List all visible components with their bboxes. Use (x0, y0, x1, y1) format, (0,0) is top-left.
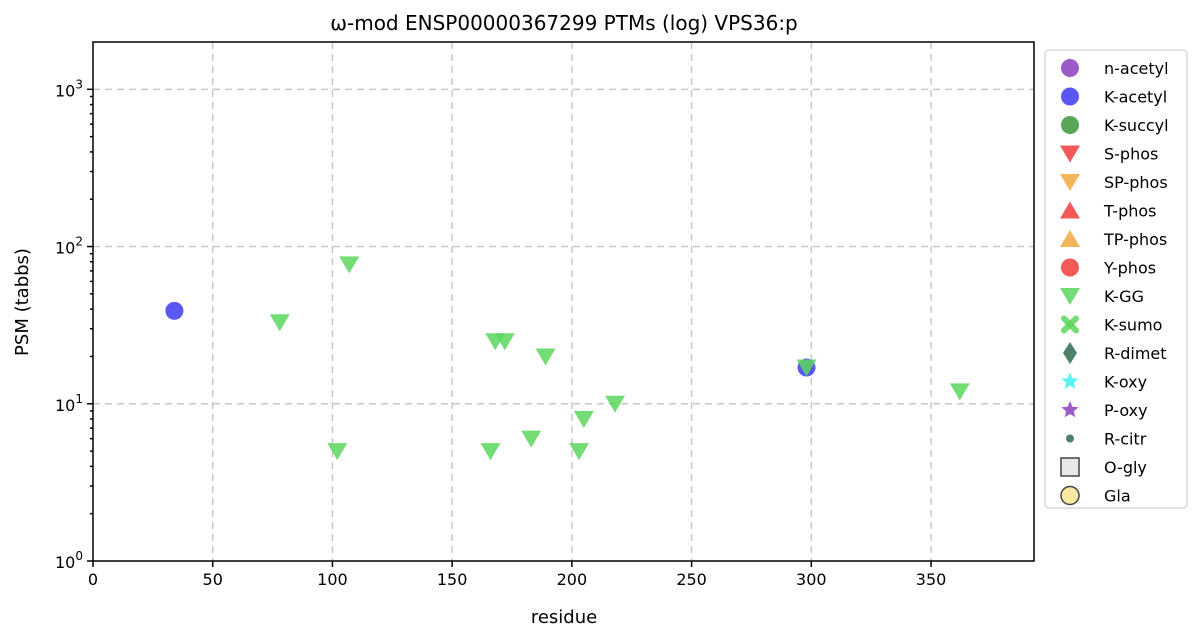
point-k-gg (327, 443, 348, 461)
legend-label-k-succyl: K-succyl (1104, 116, 1169, 135)
legend-marker-s-phos (1060, 145, 1080, 163)
legend: n-acetyl K-acetyl K-succyl S-phos SP-phos T-p… (1044, 49, 1188, 509)
y-tick-label: 100 (55, 549, 83, 572)
x-tick-label: 50 (203, 570, 223, 589)
legend-label-r-citr: R-citr (1104, 430, 1147, 449)
legend-item-k-gg: K-GG (1060, 287, 1144, 306)
legend-label-k-acetyl: K-acetyl (1104, 88, 1167, 107)
point-k-gg (521, 430, 542, 448)
legend-item-r-dimet: R-dimet (1063, 342, 1167, 364)
axis-ticks: 0 50 100 150 200 250 300 350 100 101 102 103 (55, 77, 946, 589)
x-tick-label: 350 (916, 570, 947, 589)
point-k-gg (269, 314, 290, 332)
point-k-gg (535, 348, 556, 366)
legend-item-k-acetyl: K-acetyl (1061, 87, 1167, 107)
point-k-gg (796, 359, 817, 377)
legend-item-t-phos: T-phos (1060, 201, 1157, 221)
y-axis-label: PSM (tabbs) (12, 248, 33, 356)
legend-item-p-oxy: P-oxy (1061, 401, 1148, 420)
legend-item-n-acetyl: n-acetyl (1061, 59, 1169, 78)
legend-item-s-phos: S-phos (1060, 145, 1158, 164)
grid-layer (93, 42, 1034, 561)
legend-marker-k-oxy (1061, 372, 1079, 389)
legend-marker-p-oxy (1061, 401, 1079, 418)
legend-marker-y-phos (1061, 258, 1079, 277)
legend-marker-gla (1060, 485, 1080, 506)
legend-label-n-acetyl: n-acetyl (1104, 59, 1169, 78)
legend-item-gla: Gla (1060, 485, 1131, 506)
plot-frame (92, 41, 1035, 562)
legend-label-k-sumo: K-sumo (1104, 316, 1162, 335)
y-tick-label: 102 (55, 235, 83, 258)
legend-label-sp-phos: SP-phos (1104, 173, 1168, 192)
legend-item-k-oxy: K-oxy (1061, 372, 1147, 392)
point-k-gg (480, 443, 501, 461)
legend-item-o-gly: O-gly (1060, 457, 1147, 477)
legend-marker-t-phos (1060, 201, 1080, 219)
legend-label-o-gly: O-gly (1104, 458, 1147, 477)
legend-marker-k-succyl (1061, 116, 1079, 134)
legend-marker-r-citr (1066, 434, 1074, 443)
legend-marker-sp-phos (1060, 174, 1080, 191)
point-k-gg (339, 256, 360, 274)
legend-label-k-gg: K-GG (1104, 287, 1144, 306)
legend-label-s-phos: S-phos (1104, 145, 1158, 164)
y-tick-label: 103 (55, 77, 83, 100)
point-k-gg (569, 443, 590, 461)
legend-item-tp-phos: TP-phos (1060, 230, 1167, 249)
point-k-gg (494, 333, 515, 351)
legend-marker-o-gly (1060, 457, 1080, 477)
x-tick-label: 150 (437, 570, 468, 589)
chart-title: ω-mod ENSP00000367299 PTMs (log) VPS36:p (330, 11, 798, 35)
legend-label-gla: Gla (1104, 487, 1131, 506)
legend-label-tp-phos: TP-phos (1103, 230, 1167, 249)
legend-label-t-phos: T-phos (1103, 202, 1157, 221)
legend-marker-r-dimet (1063, 342, 1077, 364)
x-tick-label: 100 (317, 570, 348, 589)
legend-marker-k-sumo-stroke (1061, 315, 1079, 334)
legend-label-y-phos: Y-phos (1103, 259, 1156, 278)
x-tick-label: 0 (88, 570, 98, 589)
legend-marker-n-acetyl (1061, 59, 1079, 77)
x-tick-label: 250 (676, 570, 707, 589)
point-k-gg (573, 411, 594, 429)
legend-item-k-succyl: K-succyl (1061, 116, 1169, 135)
legend-item-r-citr: R-citr (1066, 430, 1147, 449)
legend-item-sp-phos: SP-phos (1060, 173, 1168, 192)
x-tick-label: 300 (796, 570, 827, 589)
y-tick-label: 101 (55, 392, 83, 415)
legend-marker-k-acetyl (1061, 87, 1079, 106)
point-k-gg (949, 383, 970, 401)
x-axis-label: residue (531, 607, 597, 628)
legend-marker-tp-phos (1060, 230, 1080, 247)
legend-label-k-oxy: K-oxy (1104, 373, 1147, 392)
legend-box (1044, 49, 1188, 509)
legend-item-k-sumo: K-sumo (1061, 315, 1162, 335)
data-points (165, 256, 970, 461)
point-k-gg (604, 395, 625, 413)
legend-marker-k-gg (1060, 288, 1080, 305)
legend-item-y-phos: Y-phos (1061, 258, 1156, 278)
x-tick-label: 200 (557, 570, 588, 589)
legend-marker-k-sumo (1061, 315, 1079, 334)
point-k-acetyl (165, 301, 184, 320)
legend-label-r-dimet: R-dimet (1104, 344, 1167, 363)
legend-label-p-oxy: P-oxy (1104, 401, 1148, 420)
